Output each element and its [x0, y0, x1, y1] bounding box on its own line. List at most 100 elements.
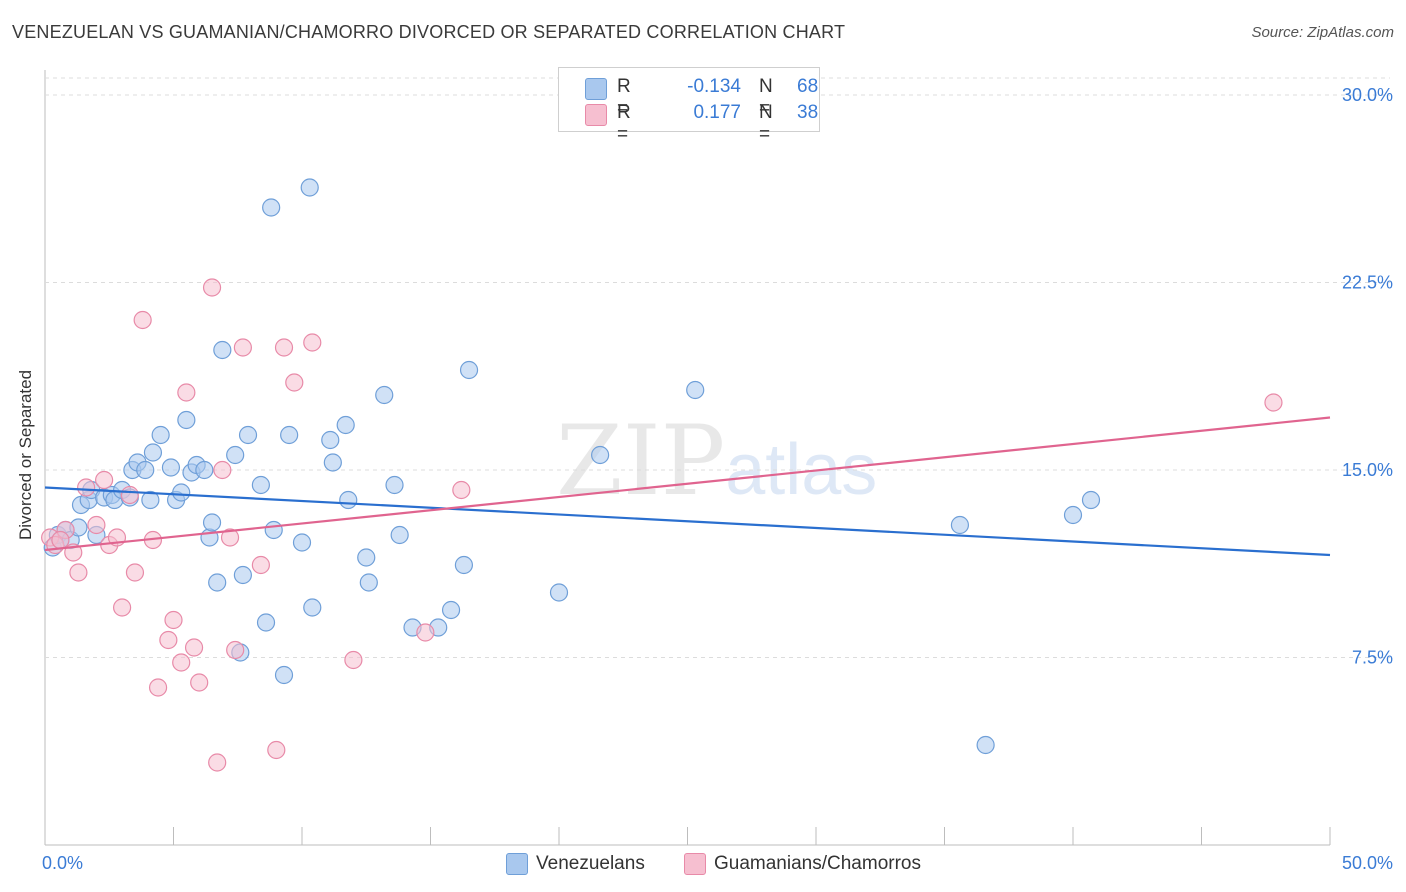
venezuelan-point — [262, 198, 281, 217]
guamanian-point — [1264, 393, 1283, 412]
guamanian-point — [452, 480, 471, 500]
chart-title: VENEZUELAN VS GUAMANIAN/CHAMORRO DIVORCE… — [12, 22, 846, 42]
y-axis-label: Divorced or Separated — [16, 369, 35, 541]
venezuelan-point — [385, 475, 404, 495]
legend-swatch-venezuelans — [585, 78, 607, 100]
bottom-legend-label: Venezuelans — [536, 853, 645, 874]
guamanian-point — [416, 623, 435, 642]
venezuelan-point — [441, 600, 461, 620]
venezuelan-point — [359, 573, 378, 592]
venezuelan-point — [195, 460, 214, 480]
guamanian-point — [77, 478, 96, 497]
legend-r-label: R = — [617, 76, 631, 119]
x-tick-label: 50.0% — [1342, 853, 1393, 873]
y-tick-label: 15.0% — [1342, 460, 1393, 480]
bottom-legend-label: Guamanians/Chamorros — [714, 853, 921, 874]
venezuelan-point — [264, 520, 283, 540]
venezuelan-point — [390, 525, 409, 545]
venezuelan-point — [375, 385, 394, 405]
venezuelan-point — [141, 490, 160, 510]
guamanian-point — [274, 338, 294, 357]
guamanian-point — [112, 598, 132, 617]
venezuelan-point — [323, 453, 342, 472]
x-tick-label: 0.0% — [42, 853, 83, 873]
guamanian-point — [285, 373, 304, 392]
venezuelan-point — [1063, 505, 1083, 525]
legend-n-value: 68 — [797, 76, 819, 97]
guamanian-point — [51, 530, 70, 550]
venezuelan-point — [161, 458, 181, 477]
venezuelan-point — [339, 490, 358, 510]
venezuelan-point — [238, 425, 258, 445]
guamanian-point — [177, 383, 196, 402]
guamanian-point — [133, 310, 152, 330]
venezuelan-point — [136, 460, 155, 480]
venezuelan-point — [686, 380, 705, 400]
venezuelan-point — [300, 178, 319, 197]
guamanian-point — [233, 338, 252, 357]
venezuelan-point — [256, 613, 276, 632]
watermark-zip: ZIP — [556, 405, 726, 517]
bottom-legend-swatch-venezuelans — [506, 853, 528, 875]
guamanian-point — [213, 460, 232, 480]
venezuelan-point — [950, 515, 970, 535]
venezuelan-point — [591, 445, 610, 465]
venezuelan-point — [202, 513, 222, 532]
legend-swatch-guamanians — [585, 104, 607, 126]
venezuelan-point — [1081, 490, 1101, 510]
venezuelan-point — [321, 430, 340, 450]
venezuelan-point — [151, 425, 170, 445]
venezuelan-trend-line — [44, 486, 1331, 557]
venezuelan-point — [336, 415, 355, 435]
venezuelan-point — [172, 483, 191, 502]
venezuelan-point — [177, 410, 196, 430]
venezuelan-point — [976, 735, 995, 755]
venezuelan-point — [459, 360, 479, 380]
guamanian-point — [202, 278, 222, 297]
venezuelan-point — [213, 340, 232, 360]
y-tick-label: 7.5% — [1352, 648, 1393, 668]
guamanian-point — [208, 753, 227, 772]
bottom-legend-swatch-guamanians — [684, 853, 706, 875]
venezuelan-point — [208, 573, 227, 592]
venezuelan-point — [292, 533, 312, 552]
legend-r-label: R = — [617, 102, 631, 145]
venezuelan-point — [454, 555, 474, 575]
correlation-legend: R = -0.134 N = 68 R = 0.177 N = 38 — [558, 67, 820, 145]
venezuelan-point — [303, 598, 322, 617]
legend-n-label: N = — [759, 76, 773, 119]
legend-r-value: -0.134 — [687, 76, 741, 97]
guamanian-point — [148, 678, 168, 697]
venezuelan-point — [549, 583, 569, 602]
guamanian-point — [95, 470, 114, 490]
guamanian-point — [120, 485, 139, 505]
venezuelan-point — [274, 665, 294, 685]
venezuelan-point — [143, 443, 163, 462]
venezuelan-point — [280, 425, 299, 445]
guamanian-point — [303, 333, 322, 352]
guamanian-point — [251, 555, 270, 575]
venezuelan-point — [251, 475, 270, 495]
source-label: Source: ZipAtlas.com — [1251, 24, 1394, 41]
legend-n-label: N = — [759, 102, 773, 145]
guamanian-point — [344, 650, 363, 670]
venezuelan-point — [226, 445, 245, 465]
guamanian-point — [159, 630, 178, 650]
guamanian-point — [87, 515, 106, 535]
guamanian-point — [184, 638, 204, 657]
guamanian-point — [267, 740, 286, 760]
guamanian-point — [164, 610, 183, 630]
guamanian-point — [172, 653, 191, 672]
y-tick-label: 22.5% — [1342, 273, 1393, 293]
legend-n-value: 38 — [797, 102, 819, 123]
y-tick-label: 30.0% — [1342, 85, 1393, 105]
guamanian-point — [125, 563, 145, 582]
guamanian-trend-line — [44, 416, 1331, 552]
guamanian-point — [226, 640, 245, 660]
legend-r-value: 0.177 — [693, 102, 741, 123]
guamanian-point — [220, 528, 240, 547]
guamanian-point — [190, 673, 209, 692]
venezuelan-point — [357, 548, 376, 567]
venezuelan-point — [233, 565, 252, 585]
